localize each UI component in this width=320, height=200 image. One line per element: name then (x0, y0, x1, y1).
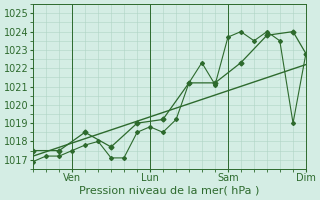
X-axis label: Pression niveau de la mer( hPa ): Pression niveau de la mer( hPa ) (79, 186, 260, 196)
